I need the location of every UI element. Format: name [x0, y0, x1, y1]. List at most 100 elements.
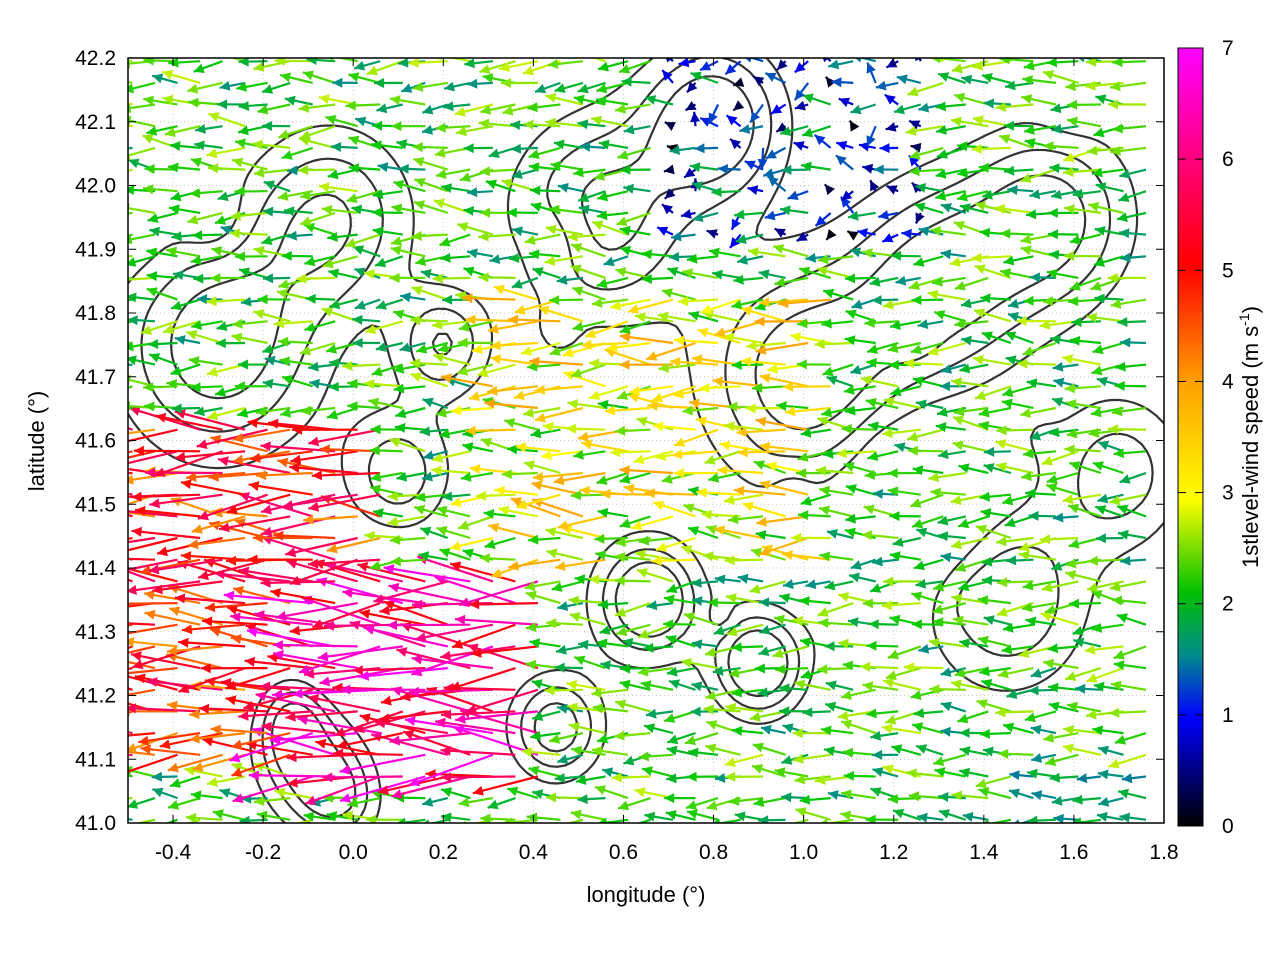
wind-vector — [603, 255, 629, 267]
wind-vector — [975, 524, 1012, 540]
wind-vector — [389, 95, 426, 106]
wind-vector — [393, 383, 426, 394]
wind-vector — [395, 817, 426, 823]
wind-vector — [931, 276, 966, 287]
wind-vector — [146, 125, 178, 136]
wind-vector — [404, 716, 494, 735]
wind-vector — [686, 81, 698, 94]
wind-vector — [457, 363, 494, 376]
wind-vector — [225, 667, 291, 691]
wind-vector — [525, 590, 561, 605]
wind-vector — [327, 168, 358, 180]
wind-vector — [232, 318, 268, 329]
wind-vector — [951, 60, 989, 74]
wind-vector — [719, 440, 764, 453]
wind-vector — [782, 579, 809, 589]
wind-vector — [207, 163, 246, 174]
wind-vector — [371, 363, 404, 377]
wind-vector — [734, 811, 764, 822]
wind-vector — [1047, 229, 1079, 240]
wind-vector — [253, 796, 291, 806]
wind-vector — [1092, 725, 1124, 736]
wind-vector — [711, 187, 741, 197]
wind-vector — [619, 359, 674, 370]
wind-vector — [557, 601, 584, 611]
wind-vector — [363, 625, 449, 648]
wind-vector — [596, 81, 629, 94]
wind-vector — [686, 771, 719, 782]
wind-vector — [237, 359, 268, 370]
wind-vector — [981, 331, 1012, 345]
wind-vector — [469, 599, 538, 610]
wind-vector — [1022, 341, 1057, 356]
wind-vector — [619, 471, 651, 484]
wind-vector — [978, 787, 1012, 800]
wind-vector — [449, 561, 516, 583]
wind-vector — [908, 791, 944, 802]
wind-vector — [935, 422, 966, 433]
wind-vector — [565, 423, 606, 434]
wind-vector — [661, 69, 674, 84]
wind-vector — [752, 75, 765, 87]
wind-vector — [128, 602, 133, 606]
wind-vector — [950, 493, 989, 505]
wind-vector — [436, 505, 471, 518]
wind-vector — [192, 230, 223, 241]
wind-vector — [663, 164, 675, 175]
wind-vector — [346, 190, 381, 203]
wind-vector — [412, 81, 448, 92]
wind-vector — [548, 732, 584, 744]
wind-vector — [933, 310, 967, 323]
wind-vector — [1020, 233, 1057, 245]
wind-vector — [1107, 273, 1147, 283]
wind-vector — [668, 679, 696, 691]
wind-vector — [1115, 361, 1147, 372]
wind-vector — [984, 446, 1011, 457]
wind-vector — [701, 509, 741, 520]
wind-vector — [1071, 317, 1101, 327]
wind-vector — [528, 162, 561, 173]
wind-vector — [793, 141, 809, 151]
wind-vector — [167, 162, 201, 173]
wind-vector — [1118, 190, 1147, 202]
wind-vector — [327, 232, 358, 242]
wind-vector — [733, 274, 764, 285]
wind-vector — [971, 143, 1011, 154]
wind-vector — [978, 406, 1012, 418]
wind-vector — [478, 118, 516, 129]
wind-vector — [758, 815, 786, 823]
wind-vector — [817, 664, 854, 675]
wind-vector — [1086, 580, 1124, 593]
wind-vector — [528, 765, 561, 778]
wind-vector — [755, 416, 809, 431]
wind-vector — [371, 207, 403, 218]
wind-vector — [232, 450, 291, 465]
wind-vector — [619, 332, 674, 345]
wind-vector — [277, 125, 314, 140]
wind-vector — [686, 809, 719, 821]
wind-vector — [299, 211, 336, 226]
wind-vector — [814, 339, 854, 350]
wind-vector — [971, 252, 1011, 263]
wind-vector — [640, 680, 674, 691]
wind-vector — [1110, 680, 1147, 691]
wind-vector — [538, 305, 584, 323]
wind-vector — [1066, 116, 1102, 128]
wind-vector — [913, 255, 944, 267]
wind-vector — [915, 58, 923, 62]
wind-vector — [1000, 228, 1034, 239]
wind-vector — [996, 425, 1034, 436]
wind-vector — [339, 775, 426, 803]
wind-vector — [389, 732, 471, 746]
wind-vector — [143, 590, 201, 605]
wind-vector — [570, 809, 606, 821]
wind-vector — [567, 399, 606, 410]
wind-vector — [817, 254, 854, 265]
wind-vector — [253, 309, 291, 323]
wind-vector — [212, 809, 246, 821]
wind-vector — [796, 359, 831, 370]
wind-vector — [128, 467, 156, 475]
wind-vector — [400, 292, 426, 303]
wind-vector — [736, 427, 786, 438]
wind-vector — [975, 775, 1012, 789]
